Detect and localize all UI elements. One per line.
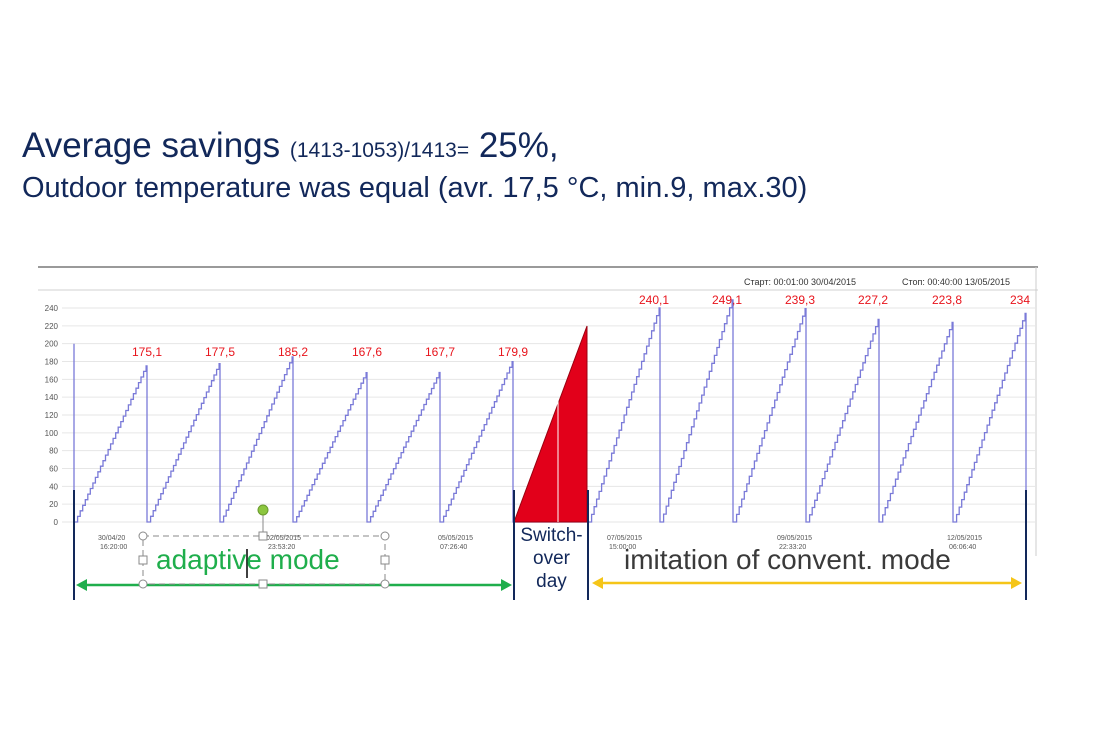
y-tick-label: 180 [45,358,59,367]
y-tick-label: 120 [45,411,59,420]
y-tick-label: 140 [45,393,59,402]
peak-value-label: 179,9 [498,345,528,359]
x-tick-time: 07:26:40 [440,544,467,551]
conventional-mode-label: imitation of convent. mode [624,544,951,575]
y-tick-label: 160 [45,375,59,384]
y-tick-label: 80 [49,447,58,456]
adaptive-arrow-left-head [76,579,87,591]
peak-value-label: 223,8 [932,293,962,307]
peak-value-label: 234 [1010,293,1030,307]
headline-savings-formula: (1413-1053)/1413= [289,139,470,162]
y-tick-label: 240 [45,304,59,313]
y-tick-label: 100 [45,429,59,438]
resize-handle-bottom[interactable] [258,579,268,589]
peak-labels: 175,1 177,5 185,2 167,6 167,7 179,9 240,1 249,1… [132,293,1030,359]
y-tick-label: 200 [45,340,59,349]
y-tick-label: 20 [49,500,58,509]
peak-value-label: 167,6 [352,345,382,359]
switchover-label-line3: day [536,571,567,592]
resize-handle-right[interactable] [380,555,390,565]
y-tick-label: 220 [45,322,59,331]
headline-savings: Average savings (1413-1053)/1413= 25%, [22,126,559,166]
peak-value-label: 240,1 [639,293,669,307]
x-tick-date: 05/05/2015 [438,535,473,542]
peak-value-label: 239,3 [785,293,815,307]
x-tick-date: 02/05/2015 [266,535,301,542]
x-tick-date: 30/04/20 [98,535,125,542]
conventional-arrow-right-head [1011,577,1022,589]
chart-stop-label: Стоп: 00:40:00 13/05/2015 [902,277,1010,287]
x-tick-date: 12/05/2015 [947,535,982,542]
resize-handle-bottom-right[interactable] [380,579,390,589]
y-tick-label: 40 [49,482,58,491]
resize-handle-top[interactable] [258,531,268,541]
resize-handle-top-left[interactable] [138,531,148,541]
y-tick-label: 60 [49,465,58,474]
x-tick-time: 23:53:20 [268,544,295,551]
x-tick-time: 06:06:40 [949,544,976,551]
peak-value-label: 227,2 [858,293,888,307]
peak-value-label: 185,2 [278,345,308,359]
x-tick-date: 07/05/2015 [607,535,642,542]
series-lines [73,299,1027,523]
headline-savings-result: 25%, [478,126,559,165]
peak-value-label: 175,1 [132,345,162,359]
resize-handle-left[interactable] [138,555,148,565]
conventional-arrow-left-head [592,577,603,589]
headline-savings-label: Average savings [22,126,281,165]
text-selection-frame[interactable] [138,504,390,589]
resize-handle-top-right[interactable] [380,531,390,541]
peak-value-label: 177,5 [205,345,235,359]
peak-value-label: 167,7 [425,345,455,359]
switchover-label-line1: Switch- [520,525,583,546]
chart-start-label: Старт: 00:01:00 30/04/2015 [744,277,856,287]
switchover-triangle [513,325,588,523]
rotation-handle[interactable] [257,504,269,516]
x-tick-date: 09/05/2015 [777,535,812,542]
x-axis-ticks: 30/04/20 16:20:00 02/05/2015 23:53:20 05/05/… [98,535,982,551]
adaptive-arrow-right-head [501,579,512,591]
peak-value-label: 249,1 [712,293,742,307]
consumption-series-line [73,299,1027,523]
resize-handle-bottom-left[interactable] [138,579,148,589]
headline-temperature: Outdoor temperature was equal (avr. 17,5… [22,172,808,204]
x-tick-time: 22:33:20 [779,544,806,551]
y-tick-label: 0 [54,518,59,527]
x-tick-time: 16:20:00 [100,544,127,551]
switchover-label-line2: over [533,548,570,569]
adaptive-mode-label[interactable]: adaptive mode [156,544,340,575]
x-tick-time: 15:00:00 [609,544,636,551]
